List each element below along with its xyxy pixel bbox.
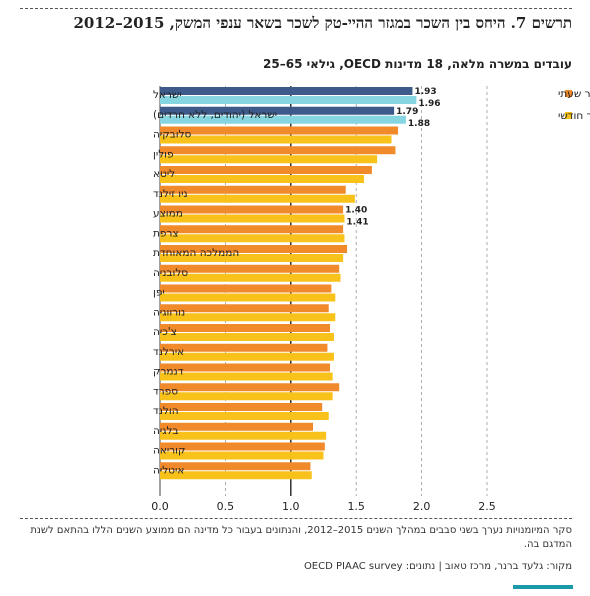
legend-swatch	[565, 112, 572, 119]
category-label: ליטא	[153, 168, 175, 180]
bar	[160, 451, 324, 460]
category-label: נורווגיה	[153, 306, 185, 318]
bar	[160, 96, 417, 104]
bar	[160, 106, 395, 115]
bar	[160, 304, 329, 313]
chart-source: מקור: גלעד ברנר, מרכז טאוב | נתונים: OEC…	[303, 561, 572, 572]
category-label: איטליה	[153, 464, 184, 476]
x-tick-label: 2.5	[478, 500, 496, 513]
bar	[160, 135, 392, 144]
category-label: הממלכה המאוחדת	[153, 247, 239, 259]
bar-chart: 0.0 0.5 1.0 1.5 2.0 2.5 ישראל ישראל (יהודים, לל…	[151, 86, 590, 513]
category-label: ישראל (יהודים, ללא חרדים)	[153, 109, 277, 121]
bar	[160, 194, 355, 203]
bar	[160, 205, 344, 214]
bar	[160, 245, 348, 253]
bar	[160, 264, 340, 273]
bar	[160, 313, 336, 322]
x-tick-label: 0.5	[217, 500, 235, 513]
data-label: 1.40	[345, 206, 367, 216]
category-label: דנמרק	[153, 366, 184, 378]
category-label: ניו זילנד	[153, 188, 188, 200]
x-tick-label: 0.0	[151, 500, 169, 513]
data-label: 1.96	[418, 99, 440, 109]
category-label: סלובניה	[153, 267, 188, 279]
chart-subtitle: עובדים במשרה מלאה, 18 מדינות OECD, גילאי…	[263, 57, 572, 71]
bar	[160, 166, 372, 174]
bar	[160, 214, 345, 223]
category-label: יפן	[153, 287, 165, 299]
category-label: ספרד	[153, 385, 178, 397]
category-label: פולין	[153, 148, 174, 160]
bar	[160, 234, 345, 243]
category-label: ישראל	[153, 89, 182, 101]
bar	[160, 471, 312, 480]
bar	[160, 383, 340, 392]
bar	[160, 442, 325, 451]
data-label: 1.41	[346, 218, 368, 228]
category-label: בלגיה	[153, 425, 179, 437]
bar	[160, 343, 328, 352]
bar	[160, 87, 413, 95]
legend-label: שכר שעתי	[558, 88, 590, 100]
category-label: הולנד	[153, 405, 179, 417]
top-divider	[20, 8, 572, 9]
x-tick-label: 2.0	[413, 500, 431, 513]
legend-label: שכר חודשי	[558, 110, 590, 122]
bar	[160, 126, 399, 135]
bar	[160, 363, 331, 372]
bar	[160, 175, 365, 183]
bar	[160, 284, 332, 293]
legend-swatch	[565, 90, 572, 97]
category-label: סלובקיה	[153, 129, 192, 141]
bar	[160, 431, 327, 440]
bar	[160, 372, 333, 381]
bar	[160, 155, 378, 164]
category-label: צ'כיה	[153, 326, 177, 338]
data-label: 1.79	[396, 107, 418, 117]
bar	[160, 273, 341, 282]
category-label: צרפת	[153, 227, 179, 239]
bar	[160, 254, 344, 262]
x-tick-label: 1.5	[347, 500, 365, 513]
data-label: 1.93	[414, 87, 436, 97]
bar	[160, 403, 323, 411]
accent-bar	[513, 585, 573, 589]
bar	[160, 422, 314, 431]
bar	[160, 333, 334, 341]
bar	[160, 115, 406, 124]
bar	[160, 462, 311, 471]
bar	[160, 225, 344, 234]
bar	[160, 293, 336, 302]
x-tick-label: 1.0	[282, 500, 300, 513]
bar	[160, 185, 346, 194]
bar	[160, 324, 331, 332]
category-label: קוריאה	[153, 445, 185, 457]
bottom-divider	[20, 518, 572, 519]
data-label: 1.88	[408, 119, 430, 129]
bar	[160, 392, 333, 401]
bar	[160, 146, 396, 155]
category-label: אירלנד	[153, 346, 184, 358]
category-label: ממוצע	[153, 208, 183, 220]
chart-note: סקר המיומנויות נערך בשני סבבים במהלך השנ…	[30, 525, 572, 550]
bar	[160, 412, 329, 420]
bar	[160, 352, 334, 361]
chart-title: תרשים 7. היחס בין השכר במגזר ההיי-טק לשכ…	[73, 14, 572, 32]
